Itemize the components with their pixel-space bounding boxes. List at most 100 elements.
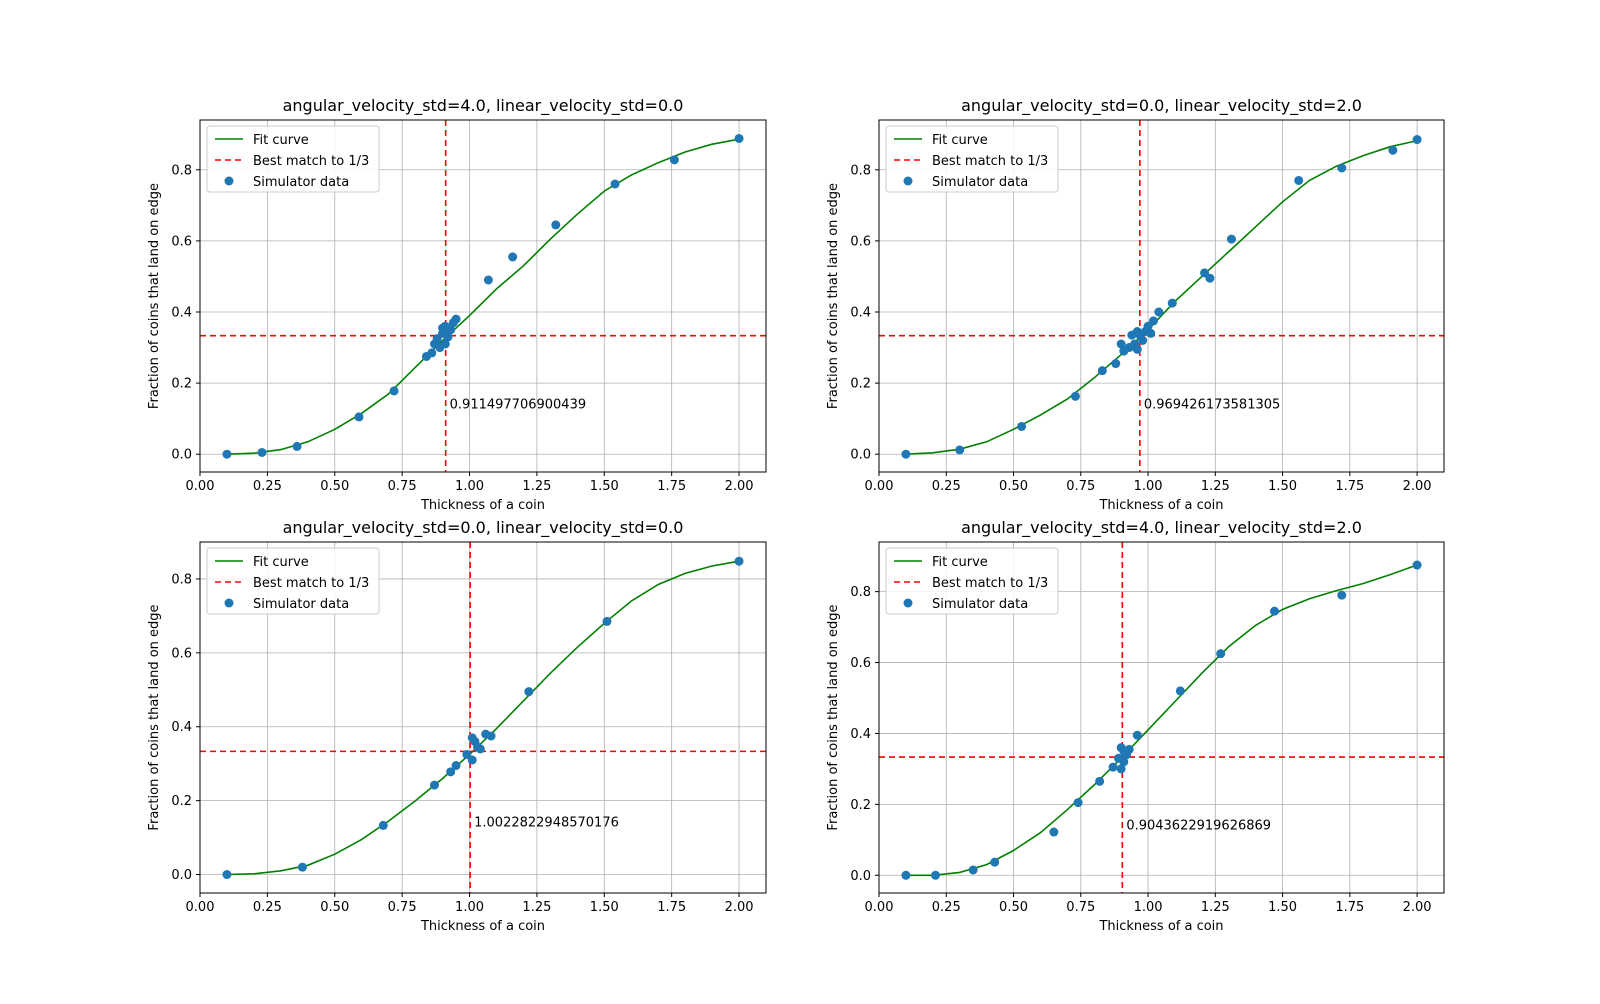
legend-box	[885, 547, 1059, 615]
y-tick-label: 0.4	[171, 720, 192, 735]
x-tick-label: 2.00	[725, 900, 754, 915]
subplot-4: 0.9043622919626869 0.00 0.25 0.50 0.75 1.00 1.…	[826, 518, 1445, 934]
data-point	[901, 449, 911, 459]
y-tick-label: 0.0	[171, 448, 192, 463]
y-tick-label: 0.6	[171, 646, 192, 661]
y-axis-label: Fraction of coins that land on edge	[147, 604, 162, 830]
legend-label-best: Best match to 1/3	[253, 576, 369, 591]
legend-label-points: Simulator data	[253, 597, 349, 612]
chart-title: angular_velocity_std=4.0, linear_velocit…	[961, 518, 1362, 538]
data-point	[451, 761, 461, 771]
data-point	[429, 780, 439, 790]
data-point	[222, 870, 232, 880]
legend-label-points: Simulator data	[932, 175, 1028, 190]
x-tick-label: 0.00	[186, 900, 215, 915]
data-point	[440, 339, 450, 349]
x-tick-label: 0.50	[999, 479, 1028, 494]
x-tick-label: 1.75	[1335, 479, 1364, 494]
legend-label-fit: Fit curve	[253, 133, 309, 148]
fit-curve	[226, 560, 740, 876]
subplot-3: 1.0022822948570176 0.00 0.25 0.50 0.75 1.00 1.…	[147, 518, 767, 934]
x-tick-label: 1.25	[1201, 900, 1230, 915]
plot-area	[200, 120, 766, 472]
data-point	[1073, 798, 1083, 808]
x-tick-label: 1.50	[590, 900, 619, 915]
data-point	[1108, 762, 1118, 772]
data-point	[734, 133, 744, 143]
data-point	[1049, 827, 1059, 837]
data-point	[1017, 421, 1027, 431]
data-point	[1111, 359, 1121, 369]
data-point	[443, 332, 453, 342]
data-point	[446, 325, 456, 335]
axes-frame	[199, 119, 767, 473]
data-point	[990, 857, 1000, 867]
x-tick-label: 1.00	[455, 900, 484, 915]
x-tick-label: 0.50	[320, 479, 349, 494]
data-point	[1270, 606, 1279, 616]
x-tick-label: 1.50	[1268, 479, 1297, 494]
x-tick-label: 0.50	[320, 900, 349, 915]
legend-label-fit: Fit curve	[253, 555, 309, 570]
data-point	[1097, 366, 1107, 376]
axes-frame	[878, 119, 1445, 473]
data-point	[1146, 328, 1156, 338]
x-tick-label: 0.75	[388, 479, 417, 494]
data-point	[1226, 234, 1236, 244]
x-tick-label: 0.75	[388, 900, 417, 915]
y-tick-label: 0.8	[850, 163, 871, 178]
x-axis-label: Thickness of a coin	[420, 498, 545, 513]
x-tick-label: 1.00	[1134, 900, 1163, 915]
legend-points-swatch	[224, 598, 234, 608]
data-point	[483, 275, 493, 285]
data-point	[1388, 145, 1398, 155]
data-point	[257, 447, 267, 457]
data-point	[1205, 273, 1215, 283]
y-tick-label: 0.6	[171, 234, 192, 249]
x-tick-label: 1.75	[657, 900, 686, 915]
data-point	[446, 767, 456, 777]
y-tick-label: 0.0	[850, 448, 871, 463]
legend: Fit curve Best match to 1/3 Simulator data	[885, 125, 1059, 193]
legend: Fit curve Best match to 1/3 Simulator data	[206, 547, 380, 615]
best-match-label: 0.9043622919626869	[1126, 819, 1271, 834]
data-point	[508, 252, 518, 262]
axes-frame	[878, 541, 1445, 894]
x-tick-label: 0.00	[186, 479, 215, 494]
data-point	[1167, 298, 1177, 308]
plot-area	[879, 542, 1444, 893]
x-tick-label: 0.25	[932, 900, 961, 915]
axes-frame	[199, 541, 767, 894]
legend-points-swatch	[903, 598, 913, 608]
x-tick-label: 1.75	[657, 479, 686, 494]
y-tick-label: 0.8	[850, 585, 871, 600]
y-axis-label: Fraction of coins that land on edge	[147, 183, 162, 409]
data-point	[1132, 344, 1142, 354]
x-tick-label: 0.75	[1066, 900, 1095, 915]
data-point	[475, 744, 485, 754]
best-match-label: 0.911497706900439	[450, 397, 586, 412]
legend-box	[206, 125, 380, 193]
data-point	[1412, 560, 1422, 570]
data-point	[551, 220, 561, 230]
y-tick-label: 0.4	[171, 306, 192, 321]
legend-label-fit: Fit curve	[932, 555, 988, 570]
x-axis-label: Thickness of a coin	[1098, 919, 1223, 934]
data-point	[901, 870, 911, 880]
data-point	[462, 749, 472, 759]
y-tick-label: 0.0	[171, 868, 192, 883]
legend: Fit curve Best match to 1/3 Simulator data	[206, 125, 380, 193]
data-point	[1294, 175, 1304, 185]
legend-points-swatch	[903, 176, 913, 186]
x-tick-label: 2.00	[1403, 479, 1432, 494]
legend-box	[885, 125, 1059, 193]
data-point	[1138, 335, 1148, 345]
y-tick-label: 0.6	[850, 234, 871, 249]
legend-label-best: Best match to 1/3	[932, 576, 1048, 591]
y-tick-label: 0.4	[850, 306, 871, 321]
best-match-label: 0.969426173581305	[1144, 397, 1280, 412]
y-tick-label: 0.2	[850, 798, 871, 813]
chart-title: angular_velocity_std=4.0, linear_velocit…	[283, 96, 684, 116]
data-point	[968, 865, 978, 875]
